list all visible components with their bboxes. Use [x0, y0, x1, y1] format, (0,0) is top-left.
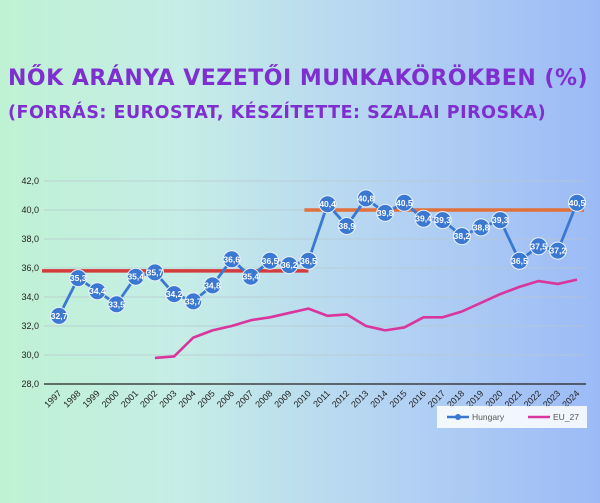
- x-tick-label: 2010: [292, 388, 313, 409]
- data-point-hungary: [433, 211, 452, 230]
- data-point-hungary: [318, 195, 337, 214]
- data-point-hungary: [184, 292, 203, 311]
- data-label-hungary: 35,4: [243, 272, 260, 282]
- data-point-hungary: [203, 276, 222, 295]
- y-tick-label: 42,0: [21, 176, 39, 186]
- x-tick-label: 2011: [311, 388, 332, 409]
- x-tick-label: 2005: [196, 388, 217, 409]
- data-point-hungary: [548, 241, 567, 260]
- x-tick-label: 2007: [234, 388, 255, 409]
- data-label-hungary: 39,4: [415, 214, 432, 224]
- data-label-hungary: 40,5: [396, 198, 413, 208]
- data-label-hungary: 39,3: [492, 215, 509, 225]
- data-label-hungary: 34,4: [89, 286, 106, 296]
- y-tick-label: 40,0: [21, 205, 39, 215]
- series-line-eu27: [154, 278, 578, 360]
- x-tick-label: 1999: [81, 388, 102, 409]
- data-point-hungary: [126, 267, 145, 286]
- data-label-hungary: 35,7: [147, 267, 164, 277]
- y-tick-label: 38,0: [21, 234, 39, 244]
- legend-marker-hungary: [455, 414, 461, 420]
- legend-box: [437, 406, 587, 428]
- data-point-hungary: [241, 267, 260, 286]
- x-tick-label: 2002: [138, 388, 159, 409]
- x-tick-label: 2006: [215, 388, 236, 409]
- x-tick-label: 2000: [100, 388, 121, 409]
- data-label-hungary: 36,6: [223, 254, 240, 264]
- x-tick-label: 2015: [388, 388, 409, 409]
- data-point-hungary: [452, 227, 471, 246]
- data-label-hungary: 33,7: [185, 296, 202, 306]
- x-tick-label: 1997: [42, 388, 63, 409]
- x-tick-label: 2012: [330, 388, 351, 409]
- data-label-hungary: 39,3: [434, 215, 451, 225]
- data-label-hungary: 36,2: [281, 260, 298, 270]
- data-label-hungary: 37,2: [550, 246, 567, 256]
- data-point-hungary: [299, 251, 318, 270]
- y-tick-label: 34,0: [21, 292, 39, 302]
- data-point-hungary: [356, 189, 375, 208]
- x-tick-label: 2013: [349, 388, 370, 409]
- data-label-hungary: 40,5: [569, 198, 586, 208]
- data-point-hungary: [414, 209, 433, 228]
- data-label-hungary: 40,8: [358, 193, 375, 203]
- data-point-hungary: [145, 263, 164, 282]
- y-tick-label: 32,0: [21, 321, 39, 331]
- data-point-hungary: [50, 306, 68, 325]
- data-point-hungary: [376, 203, 395, 222]
- data-point-hungary: [280, 256, 299, 275]
- data-label-hungary: 36,5: [300, 256, 317, 266]
- data-label-hungary: 39,8: [377, 208, 394, 218]
- data-point-hungary: [165, 285, 184, 304]
- data-point-hungary: [395, 193, 414, 212]
- y-tick-label: 30,0: [21, 350, 39, 360]
- data-label-hungary: 37,5: [530, 241, 547, 251]
- legend-label-eu27: EU_27: [553, 412, 579, 422]
- data-label-hungary: 33,5: [108, 299, 125, 309]
- x-tick-label: 2016: [407, 388, 428, 409]
- data-point-hungary: [69, 269, 88, 288]
- data-label-hungary: 38,9: [339, 221, 356, 231]
- chart-subtitle: (forrás: Eurostat, készítette: Szalai Pi…: [8, 103, 547, 123]
- data-point-hungary: [261, 251, 280, 270]
- chart-title: Nők aránya vezetői munkakörökben (%): [8, 66, 589, 91]
- x-tick-label: 2004: [176, 388, 197, 409]
- data-point-hungary: [529, 237, 548, 256]
- y-tick-label: 36,0: [21, 263, 39, 273]
- data-label-hungary: 34,8: [204, 280, 221, 290]
- data-point-hungary: [222, 250, 241, 269]
- legend-label-hungary: Hungary: [472, 412, 505, 422]
- data-label-hungary: 36,5: [262, 256, 279, 266]
- x-tick-label: 2008: [253, 388, 274, 409]
- data-label-hungary: 34,2: [166, 289, 183, 299]
- x-tick-label: 2001: [119, 388, 140, 409]
- series-line-hungary: [57, 196, 579, 317]
- data-label-hungary: 38,2: [454, 231, 471, 241]
- data-point-hungary: [510, 251, 529, 270]
- data-point-hungary: [88, 282, 107, 301]
- y-tick-label: 28,0: [21, 379, 39, 389]
- data-point-hungary: [568, 193, 586, 212]
- data-label-hungary: 35,4: [127, 272, 144, 282]
- x-tick-label: 2014: [368, 388, 389, 409]
- data-label-hungary: 32,7: [51, 311, 68, 321]
- data-point-hungary: [107, 295, 126, 314]
- data-point-hungary: [491, 211, 510, 230]
- data-label-hungary: 35,3: [70, 273, 87, 283]
- data-label-hungary: 36,5: [511, 256, 528, 266]
- data-point-hungary: [472, 218, 491, 237]
- data-point-hungary: [337, 216, 356, 235]
- x-tick-label: 2003: [157, 388, 178, 409]
- data-label-hungary: 38,8: [473, 222, 490, 232]
- data-label-hungary: 40,4: [319, 199, 336, 209]
- x-tick-label: 2009: [272, 388, 293, 409]
- x-tick-label: 1998: [61, 388, 82, 409]
